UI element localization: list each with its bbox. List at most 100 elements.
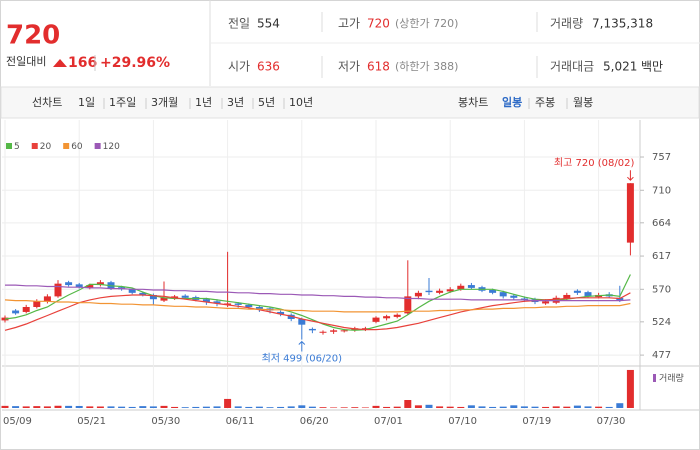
tab-bar [0, 86, 700, 119]
stat-value: 5,021 [603, 60, 637, 74]
candle-body [139, 292, 147, 295]
volume-bar [573, 405, 581, 408]
legend-label: 120 [103, 142, 120, 152]
x-tick-label: 07/10 [448, 416, 477, 427]
period-tab[interactable]: 1일 [78, 95, 95, 109]
candle-body [277, 311, 285, 315]
y-tick-label: 477 [652, 350, 671, 361]
stat-label: 저가 [338, 60, 360, 74]
legend-swatch [63, 143, 70, 149]
ma-line [4, 292, 631, 331]
candle-tab[interactable]: 일봉 [502, 95, 522, 109]
candle-body [340, 330, 348, 332]
volume-bar [372, 405, 380, 408]
volume-bar [181, 407, 189, 408]
low-arrow [298, 340, 306, 352]
candle-body [425, 290, 433, 293]
volume-bar [436, 406, 444, 408]
candle-body [308, 328, 316, 331]
stat-label: 거래량 [550, 17, 583, 31]
volume-bar [605, 406, 613, 408]
candle-body [245, 304, 253, 307]
stat-label: 거래대금 [550, 60, 594, 74]
candle-tab[interactable]: 월봉 [573, 96, 593, 109]
period-tab[interactable]: 3년 [227, 96, 244, 109]
legend-swatch [6, 143, 12, 149]
candle-body [383, 316, 391, 319]
volume-bar [86, 406, 94, 408]
candle-body [616, 297, 624, 301]
volume-bar [499, 406, 507, 408]
candle-body [202, 299, 210, 303]
volume-bar [192, 406, 200, 408]
stat-value: 618 [367, 60, 390, 74]
candle-body [499, 292, 507, 297]
tab-group-label: 봉차트 [458, 96, 488, 109]
x-tick-label: 05/21 [77, 416, 106, 427]
y-tick-label: 757 [652, 152, 671, 163]
y-tick-label: 524 [652, 317, 671, 328]
volume-bar [531, 406, 539, 408]
candle-body [414, 292, 422, 297]
volume-bar [467, 405, 475, 408]
stat-value: 636 [257, 60, 280, 74]
candle-body [128, 289, 136, 293]
candle-body [361, 328, 369, 330]
volume-bar [425, 404, 433, 408]
period-tab[interactable]: 1년 [195, 96, 212, 109]
stat-value: 720 [367, 17, 390, 31]
volume-bar [160, 405, 168, 408]
volume-bar [234, 406, 242, 408]
stat-value: 7,135,318 [592, 17, 653, 31]
volume-bar [457, 406, 465, 408]
volume-bar [308, 406, 316, 408]
candle-body [372, 317, 380, 322]
volume-bar [224, 398, 232, 408]
candle-tab[interactable]: 주봉 [535, 96, 555, 109]
period-tab[interactable]: 3개월 [151, 96, 178, 109]
volume-bar [202, 406, 210, 408]
period-tab[interactable]: 10년 [289, 96, 313, 109]
y-tick-label: 664 [652, 218, 671, 229]
stat-note: (하한가 388) [395, 59, 458, 73]
volume-bar [298, 405, 306, 408]
volume-bar [118, 406, 126, 408]
volume-bar [43, 406, 51, 408]
stat-label: 고가 [338, 17, 360, 31]
volume-bar [65, 405, 73, 408]
candle-body [12, 310, 20, 314]
change-label: 전일대비 [6, 54, 46, 68]
volume-bar [520, 406, 528, 408]
volume-bar [330, 407, 338, 408]
candle-body [33, 301, 41, 307]
period-tab[interactable]: 5년 [258, 96, 275, 109]
volume-bar [319, 407, 327, 408]
change-pct: +29.96% [100, 55, 170, 71]
x-tick-label: 06/20 [300, 416, 329, 427]
volume-bar [414, 405, 422, 408]
tab-group-label: 선차트 [32, 96, 62, 109]
candle-body [65, 282, 73, 286]
x-tick-label: 05/09 [3, 416, 32, 427]
candle-body [563, 294, 571, 300]
candle-body [298, 319, 306, 325]
legend-label: 20 [40, 142, 52, 152]
legend-swatch [653, 374, 656, 382]
candle-body [75, 284, 83, 288]
period-tab[interactable]: 1주일 [109, 95, 136, 109]
x-tick-label: 06/11 [226, 416, 255, 427]
price: 720 [6, 21, 60, 51]
candle-body [626, 183, 634, 243]
volume-bar [446, 406, 454, 408]
volume-bar [22, 406, 30, 408]
volume-bar [139, 406, 147, 408]
volume-bar [1, 405, 9, 408]
volume-bar [563, 406, 571, 408]
candle-body [149, 294, 157, 300]
x-tick-label: 07/30 [597, 416, 626, 427]
legend-swatch [94, 143, 101, 149]
volume-bar [351, 407, 359, 408]
candle-body [255, 306, 263, 310]
